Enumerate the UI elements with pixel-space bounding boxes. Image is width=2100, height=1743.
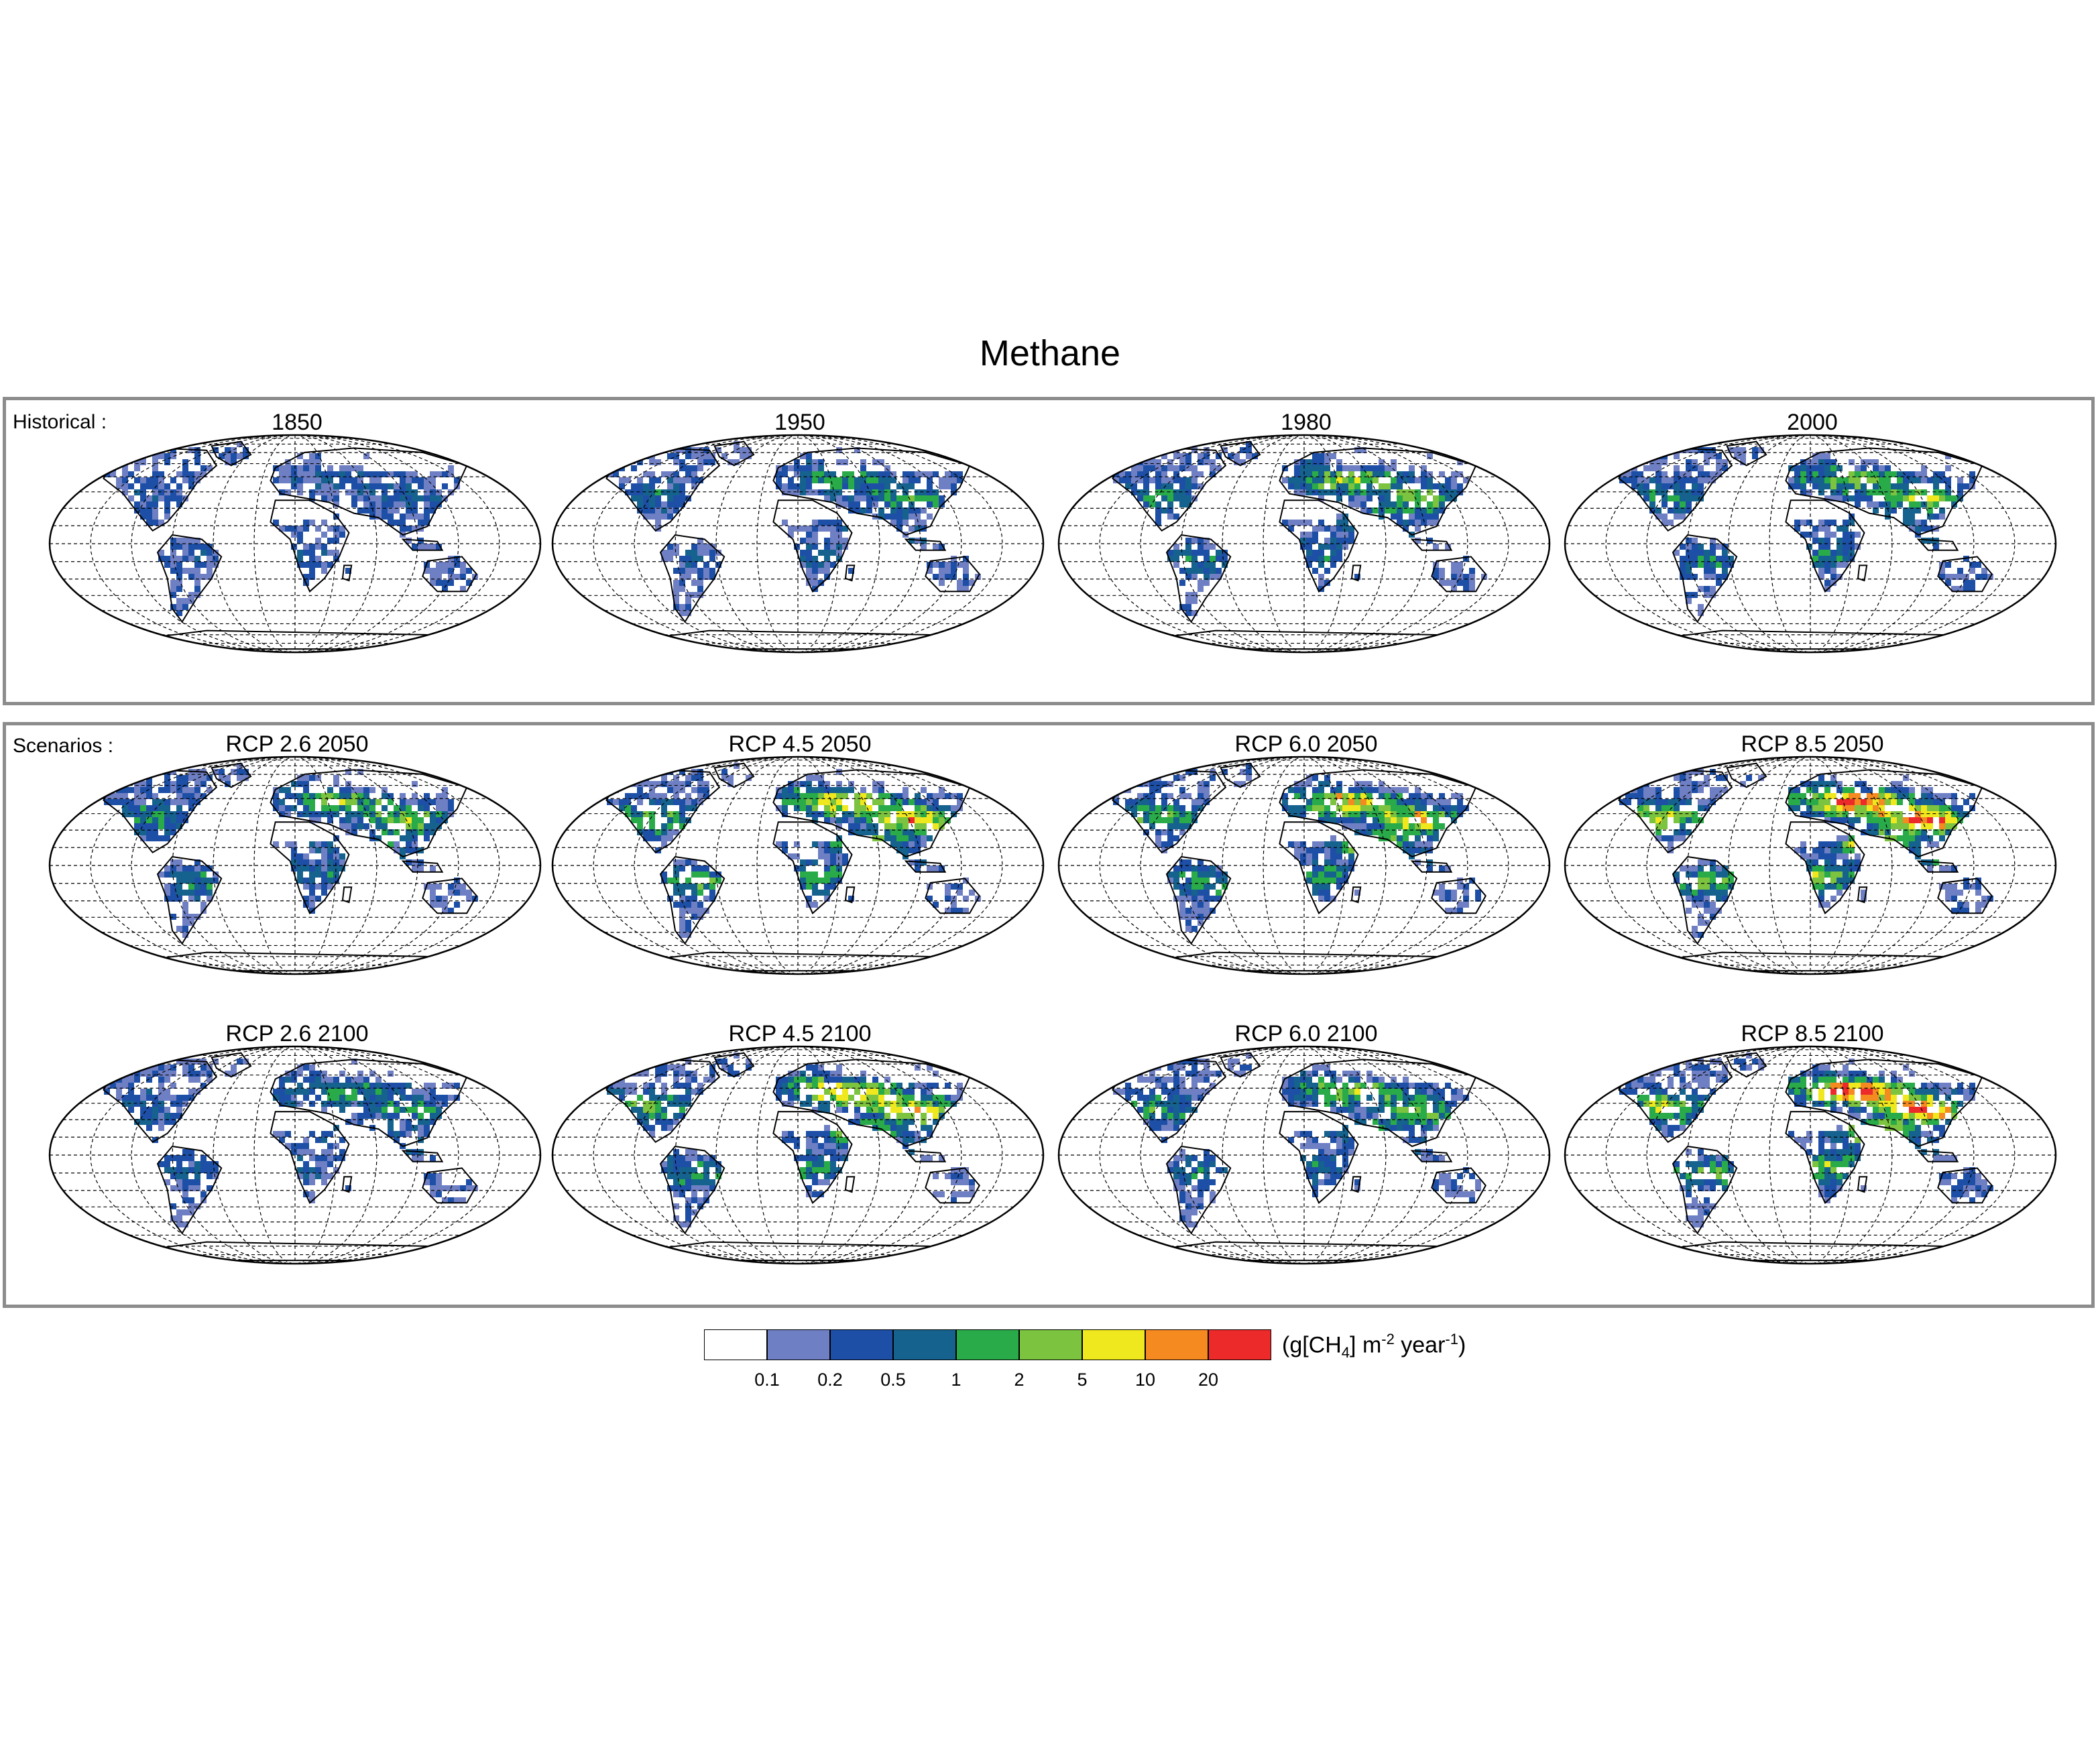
map-panel-title: 2000	[1787, 410, 1838, 435]
scenarios-label: Scenarios :	[13, 735, 114, 757]
colorbar-tick-label: 10	[1134, 1370, 1156, 1390]
map-panel: RCP 8.5 2050	[1562, 731, 2062, 979]
colorbar-swatch	[956, 1329, 1019, 1360]
map-panel: RCP 2.6 2050	[47, 731, 547, 979]
map-panel: RCP 8.5 2100	[1562, 1020, 2062, 1268]
historical-label: Historical :	[13, 411, 107, 433]
colorbar-tick-label: 0.5	[880, 1370, 906, 1390]
colorbar-tick-label: 0.1	[754, 1370, 780, 1390]
map-panel: 1980	[1056, 409, 1556, 657]
map-panel: RCP 4.5 2100	[550, 1020, 1050, 1268]
colorbar-swatch	[1082, 1329, 1145, 1360]
colorbar-tick-label: 1	[951, 1370, 961, 1390]
colorbar-swatch	[767, 1329, 830, 1360]
map-panel-title: 1980	[1281, 410, 1332, 435]
world-map	[48, 434, 542, 654]
map-panel-title: RCP 8.5 2050	[1741, 731, 1884, 757]
colorbar-swatch	[1208, 1329, 1271, 1360]
map-panel-title: RCP 2.6 2050	[225, 731, 369, 757]
map-panel: 1850	[47, 409, 547, 657]
colorbar-tick-label: 5	[1077, 1370, 1088, 1390]
map-panel: RCP 4.5 2050	[550, 731, 1050, 979]
map-panel-title: RCP 6.0 2100	[1234, 1021, 1378, 1046]
map-panel: RCP 2.6 2100	[47, 1020, 547, 1268]
scenarios-section: Scenarios :	[3, 722, 2095, 1308]
map-panel-title: RCP 8.5 2100	[1741, 1021, 1884, 1046]
map-panel-title: 1850	[272, 410, 323, 435]
colorbar-swatch	[830, 1329, 893, 1360]
colorbar-swatch	[704, 1329, 767, 1360]
map-panel-title: RCP 2.6 2100	[225, 1021, 369, 1046]
world-map	[551, 1045, 1045, 1265]
world-map	[551, 434, 1045, 654]
map-panel-title: RCP 6.0 2050	[1234, 731, 1378, 757]
world-map	[48, 1045, 542, 1265]
colorbar-swatch	[1019, 1329, 1082, 1360]
colorbar-tick-label: 2	[1014, 1370, 1025, 1390]
map-panel: RCP 6.0 2100	[1056, 1020, 1556, 1268]
world-map	[1564, 756, 2057, 975]
historical-section: Historical :	[3, 397, 2095, 705]
world-map	[48, 756, 542, 975]
map-panel: RCP 6.0 2050	[1056, 731, 1556, 979]
world-map	[1564, 434, 2057, 654]
world-map	[551, 756, 1045, 975]
colorbar-tick-label: 0.2	[817, 1370, 843, 1390]
colorbar-swatch	[893, 1329, 956, 1360]
world-map	[1564, 1045, 2057, 1265]
world-map	[1057, 434, 1551, 654]
map-panel: 1950	[550, 409, 1050, 657]
figure-title: Methane	[979, 333, 1121, 373]
colorbar-tick-label: 20	[1198, 1370, 1219, 1390]
world-map	[1057, 756, 1551, 975]
map-panel: 2000	[1562, 409, 2062, 657]
map-panel-title: 1950	[774, 410, 825, 435]
colorbar-unit: (g[CH4] m-2 year-1)	[1282, 1331, 1466, 1362]
colorbar-swatch	[1145, 1329, 1208, 1360]
map-panel-title: RCP 4.5 2050	[728, 731, 872, 757]
map-panel-title: RCP 4.5 2100	[728, 1021, 872, 1046]
world-map	[1057, 1045, 1551, 1265]
